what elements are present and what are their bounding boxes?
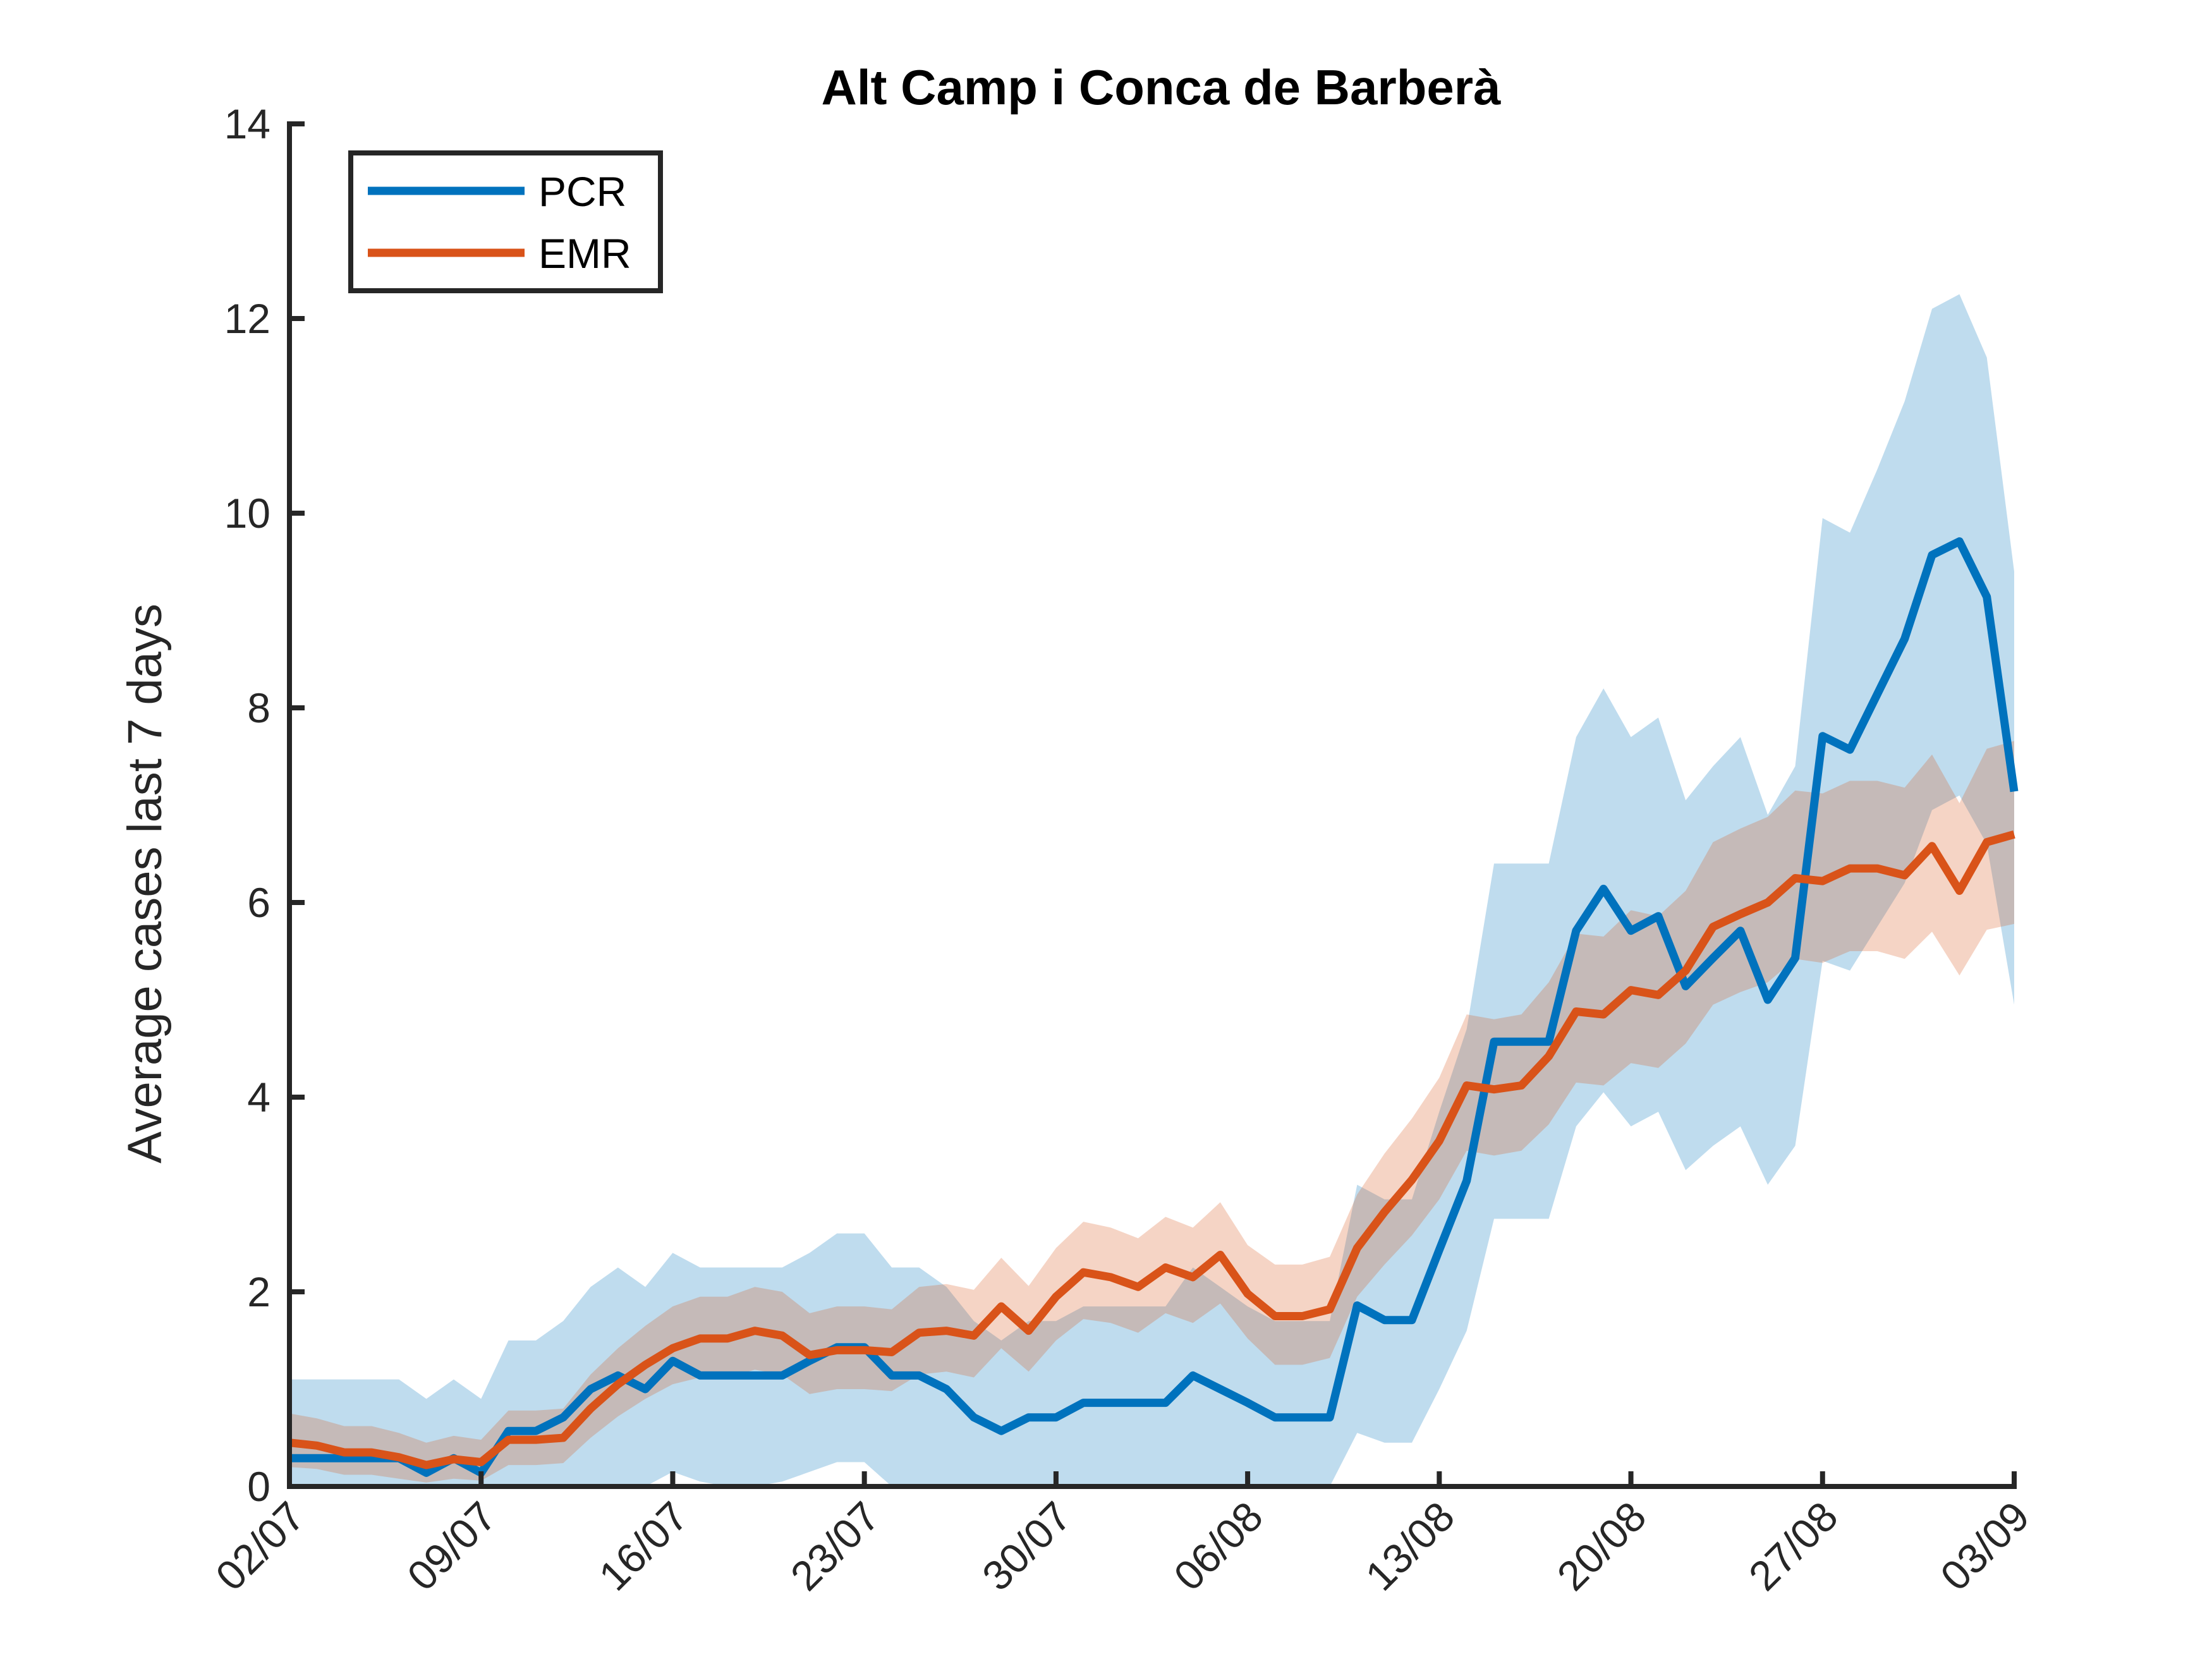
line-emr [289,830,2015,1469]
chart-title: Alt Camp i Conca de Barberà [822,59,1502,115]
confidence-bands [289,294,2014,1486]
axes [287,121,2017,1489]
y-tick-label: 10 [224,490,270,537]
y-tick-label: 6 [247,879,270,926]
legend-label-pcr: PCR [538,168,626,215]
band-emr [289,741,2014,1483]
band-pcr [289,294,2014,1486]
y-tick-label: 2 [247,1268,270,1315]
y-tick-label: 8 [247,684,270,731]
y-tick-label: 0 [247,1463,270,1510]
line-pcr [289,537,2019,1477]
y-tick-label: 12 [224,295,270,342]
y-tick-label: 4 [247,1074,270,1121]
legend: PCR EMR [348,150,663,293]
y-axis-label: Average cases last 7 days [118,604,172,1164]
legend-label-emr: EMR [538,230,631,277]
y-tick-label: 14 [224,100,270,147]
legend-box [348,150,663,293]
series-lines [289,537,2019,1477]
